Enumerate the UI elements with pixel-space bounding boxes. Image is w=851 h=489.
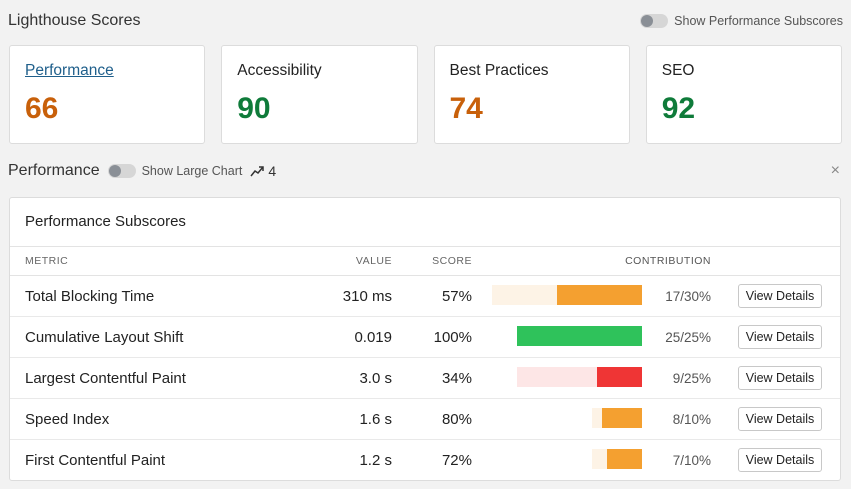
card-score: 74 — [449, 92, 483, 125]
metric-score: 57% — [441, 287, 472, 305]
col-contribution: CONTRIBUTION — [625, 255, 711, 267]
contribution-earned-bar — [607, 449, 642, 469]
card-performance[interactable]: Performance 66 — [9, 45, 206, 144]
metric-score: 72% — [441, 451, 472, 469]
subscores-panel: Performance Subscores METRIC VALUE SCORE… — [9, 197, 841, 481]
large-chart-label: Show Large Chart — [141, 164, 243, 178]
lighthouse-header: Lighthouse Scores Show Performance Subsc… — [8, 8, 843, 34]
contribution-bar — [472, 317, 642, 357]
metric-value: 1.2 s — [359, 451, 392, 469]
contribution-bar — [472, 358, 642, 398]
contribution-bar — [472, 399, 642, 439]
metric-value: 1.6 s — [359, 410, 392, 428]
metric-score: 80% — [441, 410, 472, 428]
contribution-earned-bar — [602, 408, 642, 428]
table-row: Largest Contentful Paint 3.0 s 34% 9/25%… — [10, 358, 840, 399]
metric-value: 3.0 s — [359, 369, 392, 387]
metric-name: Largest Contentful Paint — [25, 369, 186, 387]
table-row: Speed Index 1.6 s 80% 8/10% View Details — [10, 399, 840, 440]
contribution-earned-bar — [517, 326, 642, 346]
metric-score: 100% — [433, 328, 472, 346]
contribution-earned-bar — [597, 367, 642, 387]
card-seo[interactable]: SEO 92 — [645, 45, 842, 144]
trend-up-icon — [250, 166, 265, 177]
metric-score: 34% — [441, 369, 472, 387]
view-details-button[interactable]: View Details — [738, 448, 822, 472]
table-header: METRIC VALUE SCORE CONTRIBUTION — [10, 247, 840, 276]
metric-name: Speed Index — [25, 410, 110, 428]
card-label[interactable]: Performance — [25, 62, 114, 79]
view-details-button[interactable]: View Details — [738, 325, 822, 349]
toggle-switch[interactable] — [107, 164, 136, 178]
col-score: SCORE — [432, 255, 472, 267]
contribution-text: 17/30% — [665, 288, 711, 304]
view-details-button[interactable]: View Details — [738, 366, 822, 390]
view-details-button[interactable]: View Details — [738, 284, 822, 308]
contribution-text: 8/10% — [672, 411, 711, 427]
contribution-bar — [472, 276, 642, 316]
col-value: VALUE — [355, 255, 392, 267]
metric-name: Cumulative Layout Shift — [25, 328, 184, 346]
score-cards: Performance 66 Accessibility 90 Best Pra… — [9, 45, 842, 144]
card-score: 90 — [237, 92, 271, 125]
col-metric: METRIC — [25, 255, 69, 267]
trend-indicator[interactable]: 4 — [250, 163, 276, 179]
card-label: SEO — [661, 62, 695, 79]
table-row: Total Blocking Time 310 ms 57% 17/30% Vi… — [10, 276, 840, 317]
table-body: Total Blocking Time 310 ms 57% 17/30% Vi… — [10, 276, 840, 480]
panel-title: Performance Subscores — [10, 198, 840, 247]
metric-value: 310 ms — [342, 287, 392, 305]
contribution-text: 7/10% — [672, 452, 711, 468]
subscores-toggle-label: Show Performance Subscores — [674, 14, 843, 28]
subscores-toggle[interactable]: Show Performance Subscores — [640, 14, 843, 28]
toggle-switch[interactable] — [640, 14, 669, 28]
card-score: 92 — [661, 92, 696, 125]
performance-title: Performance — [8, 162, 100, 179]
view-details-button[interactable]: View Details — [738, 407, 822, 431]
card-score: 66 — [25, 92, 59, 125]
contribution-earned-bar — [557, 285, 642, 305]
large-chart-toggle[interactable]: Show Large Chart — [107, 164, 243, 178]
contribution-bar — [472, 440, 642, 480]
metric-name: First Contentful Paint — [25, 451, 166, 469]
contribution-text: 9/25% — [672, 370, 711, 386]
table-row: First Contentful Paint 1.2 s 72% 7/10% V… — [10, 440, 840, 480]
contribution-text: 25/25% — [665, 329, 711, 345]
trend-count: 4 — [268, 163, 277, 179]
close-icon[interactable]: × — [830, 162, 840, 179]
metric-name: Total Blocking Time — [25, 287, 155, 305]
card-best-practices[interactable]: Best Practices 74 — [433, 45, 630, 144]
performance-header: Performance Show Large Chart 4 × — [8, 158, 843, 184]
card-label: Best Practices — [449, 62, 549, 79]
section-title: Lighthouse Scores — [8, 12, 141, 29]
card-accessibility[interactable]: Accessibility 90 — [221, 45, 418, 144]
metric-value: 0.019 — [354, 328, 392, 346]
table-row: Cumulative Layout Shift 0.019 100% 25/25… — [10, 317, 840, 358]
card-label: Accessibility — [237, 62, 322, 79]
